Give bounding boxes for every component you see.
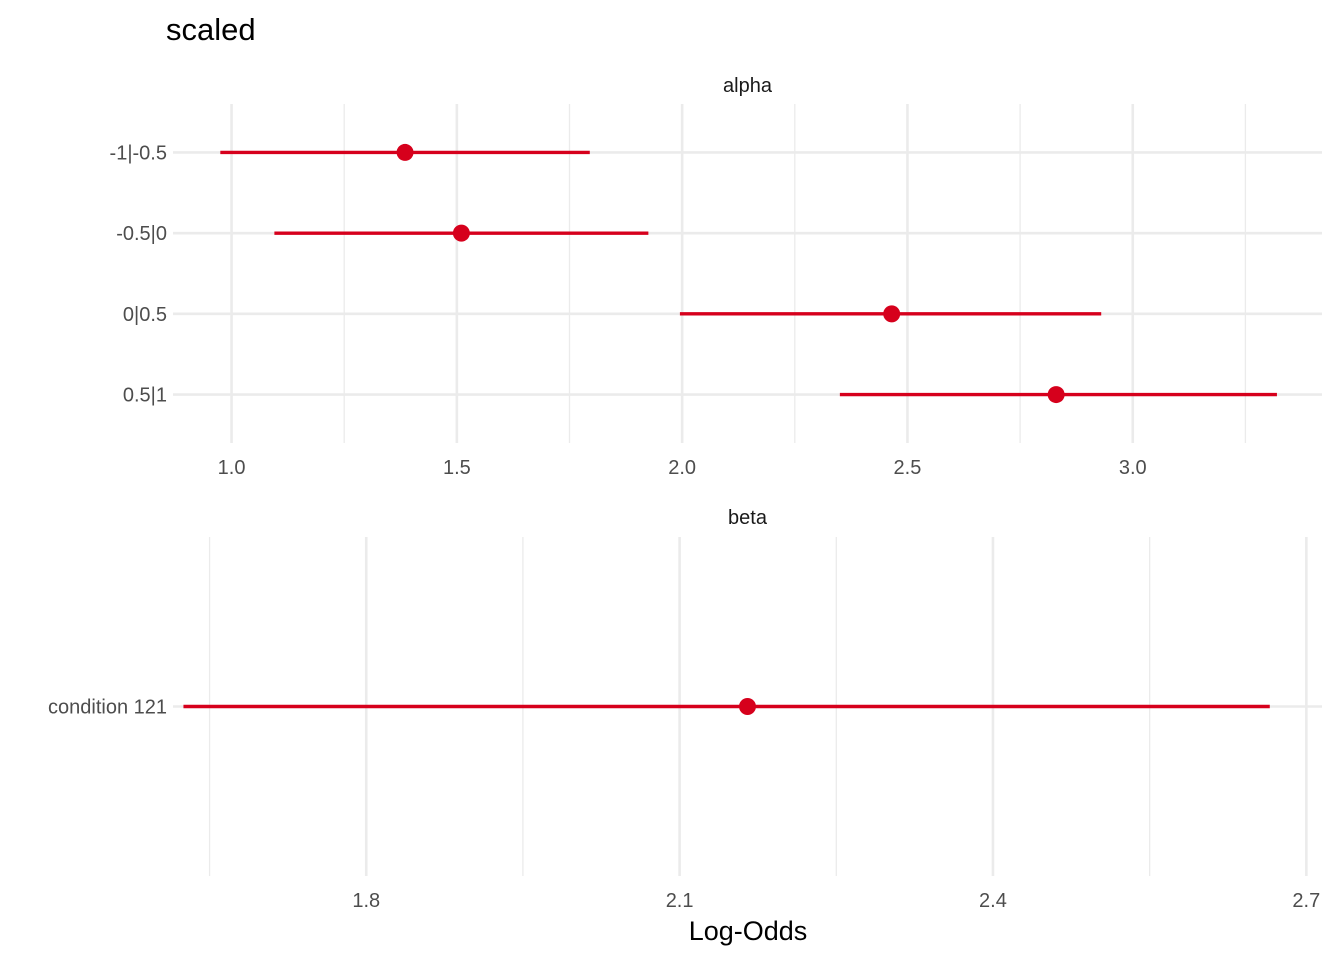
x-tick-label-beta: 1.8 bbox=[352, 890, 380, 912]
panel-beta: beta 1.8 2.1 2.4 2.7 condition 121 bbox=[48, 507, 1322, 912]
y-tick-label: 0.5|1 bbox=[123, 385, 167, 407]
estimate-point bbox=[452, 224, 470, 242]
x-tick-label-beta: 2.7 bbox=[1292, 890, 1320, 912]
y-tick-label: condition 121 bbox=[48, 697, 167, 719]
x-tick-label-alpha: 2.5 bbox=[894, 457, 922, 479]
y-tick-label: -0.5|0 bbox=[116, 223, 167, 245]
estimate-point bbox=[883, 305, 901, 323]
x-tick-label-beta: 2.4 bbox=[979, 890, 1007, 912]
y-tick-label: -1|-0.5 bbox=[110, 142, 167, 164]
chart-title: scaled bbox=[166, 12, 256, 47]
strip-label-alpha: alpha bbox=[723, 75, 773, 97]
estimate-point bbox=[739, 698, 756, 715]
x-tick-label-alpha: 3.0 bbox=[1119, 457, 1147, 479]
x-tick-label-alpha: 2.0 bbox=[668, 457, 696, 479]
x-tick-label-beta: 2.1 bbox=[666, 890, 694, 912]
panel-alpha: alpha 1.0 1.5 2.0 2.5 3.0 -1|-0.5 -0.5|0 0|0.5 0.… bbox=[110, 75, 1322, 479]
y-tick-label: 0|0.5 bbox=[123, 304, 167, 326]
x-axis-label: Log-Odds bbox=[689, 916, 808, 946]
facet-panels: alpha 1.0 1.5 2.0 2.5 3.0 -1|-0.5 -0.5|0 0|0.5 0.… bbox=[48, 75, 1322, 912]
strip-label-beta: beta bbox=[728, 507, 768, 529]
estimate-point bbox=[1047, 386, 1065, 404]
x-tick-label-alpha: 1.5 bbox=[443, 457, 471, 479]
x-tick-label-alpha: 1.0 bbox=[218, 457, 246, 479]
estimate-point bbox=[396, 143, 414, 161]
